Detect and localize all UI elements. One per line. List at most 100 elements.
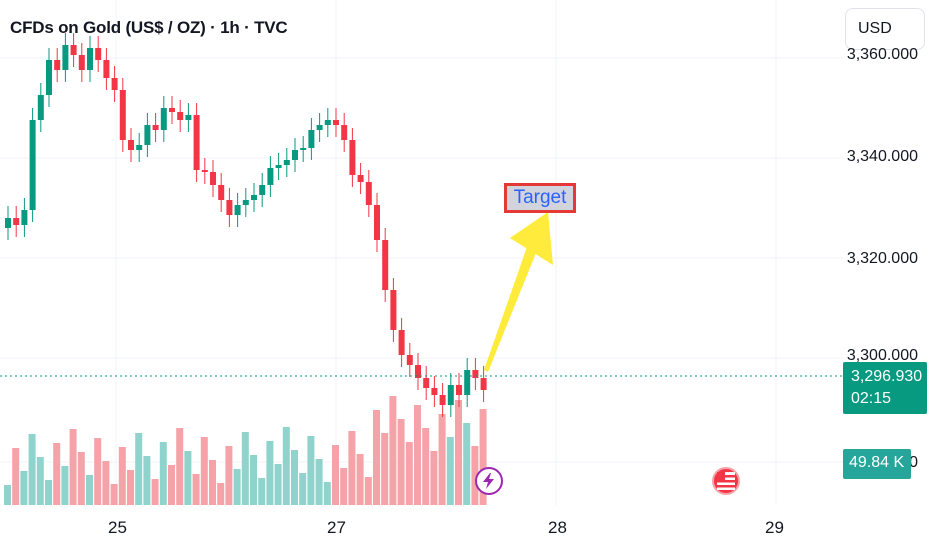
volume-bar bbox=[438, 414, 446, 505]
candle-up bbox=[283, 160, 290, 165]
candlesticks bbox=[5, 33, 487, 417]
time-axis-label: 28 bbox=[548, 518, 567, 537]
volume-bar bbox=[397, 419, 405, 505]
volume-bar bbox=[20, 471, 28, 505]
candle-down bbox=[472, 370, 479, 378]
candle-down bbox=[382, 240, 389, 290]
volume-bar bbox=[291, 450, 298, 505]
volume-bar bbox=[94, 438, 102, 505]
candle-up bbox=[46, 60, 52, 95]
volume-bar bbox=[12, 448, 20, 505]
candle-down bbox=[103, 60, 110, 78]
target-annotation[interactable]: Target bbox=[504, 183, 576, 213]
candle-down bbox=[456, 385, 462, 395]
lightning-icon[interactable] bbox=[475, 467, 503, 495]
volume-bar bbox=[266, 441, 274, 505]
candle-down bbox=[341, 125, 348, 140]
volume-bar bbox=[200, 437, 208, 505]
volume-bar bbox=[414, 405, 421, 505]
candle-up bbox=[447, 385, 454, 405]
candle-down bbox=[95, 48, 102, 60]
price-axis-label: 3,320.000 bbox=[846, 250, 918, 267]
candle-up bbox=[251, 195, 257, 200]
chart-grid bbox=[0, 0, 843, 505]
volume-bar bbox=[356, 454, 364, 505]
volume-bar bbox=[381, 433, 389, 505]
volume-bar bbox=[340, 468, 348, 505]
candle-up bbox=[37, 95, 44, 120]
candle-up bbox=[300, 148, 307, 150]
volume-bar bbox=[332, 445, 339, 505]
price-axis-label: 3,300.000 bbox=[846, 347, 918, 364]
candle-up bbox=[324, 120, 331, 125]
volume-bar bbox=[225, 446, 233, 505]
volume-bar bbox=[463, 423, 471, 505]
target-arrow-shaft bbox=[484, 244, 538, 372]
volume-bar bbox=[159, 442, 167, 505]
volume-bar bbox=[282, 427, 290, 505]
volume-bar bbox=[53, 443, 61, 505]
volume-bar bbox=[299, 473, 307, 505]
volume-bar bbox=[274, 464, 282, 505]
volume-bar bbox=[348, 431, 356, 505]
candle-down bbox=[119, 90, 126, 140]
candle-up bbox=[242, 200, 249, 205]
volume-bar bbox=[127, 470, 134, 505]
target-arrow-head bbox=[510, 212, 553, 265]
candle-down bbox=[406, 355, 413, 365]
volume-bar bbox=[471, 446, 479, 505]
candle-down bbox=[78, 55, 85, 70]
volume-bar bbox=[241, 432, 249, 505]
volume-bar bbox=[250, 455, 257, 505]
candle-up bbox=[160, 108, 167, 130]
candle-up bbox=[316, 125, 323, 130]
volume-bar bbox=[4, 485, 11, 505]
volume-bar bbox=[217, 483, 225, 505]
candle-down bbox=[201, 170, 208, 172]
volume-bar bbox=[118, 447, 126, 505]
candle-up bbox=[144, 125, 151, 145]
candle-down bbox=[365, 182, 372, 205]
candle-down bbox=[152, 125, 159, 130]
candle-down bbox=[374, 205, 380, 240]
candle-down bbox=[415, 365, 421, 378]
volume-bar bbox=[307, 436, 315, 505]
volume-bar bbox=[258, 478, 266, 505]
candle-up bbox=[308, 130, 315, 148]
candle-up bbox=[185, 115, 192, 120]
volume-bars bbox=[4, 396, 487, 505]
volume-bar bbox=[192, 474, 200, 505]
price-axis-label: 3,340.000 bbox=[846, 148, 918, 165]
candle-up bbox=[29, 120, 36, 210]
volume-bar bbox=[430, 451, 438, 505]
candle-down bbox=[193, 115, 200, 170]
volume-bar bbox=[143, 456, 151, 505]
volume-bar bbox=[422, 428, 430, 505]
price-axis-label: 3,360.000 bbox=[846, 46, 918, 63]
candle-down bbox=[349, 140, 356, 175]
volume-bar bbox=[77, 452, 85, 505]
volume-bar bbox=[455, 400, 462, 505]
candle-down bbox=[177, 112, 184, 120]
volume-bar bbox=[389, 396, 397, 505]
currency-selector[interactable]: USD bbox=[845, 8, 925, 50]
time-axis-label: 29 bbox=[765, 518, 784, 537]
candle-up bbox=[464, 370, 471, 395]
volume-bar bbox=[323, 482, 331, 505]
candle-up bbox=[87, 48, 93, 70]
volume-bar bbox=[364, 477, 372, 505]
candle-down bbox=[54, 60, 61, 70]
volume-bar bbox=[69, 429, 77, 505]
candle-down bbox=[13, 218, 20, 225]
volume-bar bbox=[209, 460, 216, 505]
bar-countdown: 02:15 bbox=[851, 390, 892, 407]
volume-bar bbox=[135, 433, 143, 505]
us-flag-icon[interactable] bbox=[712, 467, 740, 495]
volume-bar bbox=[479, 409, 487, 505]
candle-up bbox=[234, 205, 241, 215]
candle-down bbox=[431, 388, 438, 395]
volume-bar bbox=[45, 480, 52, 505]
candle-down bbox=[70, 45, 77, 55]
price-axis-label: 0 bbox=[909, 454, 918, 471]
